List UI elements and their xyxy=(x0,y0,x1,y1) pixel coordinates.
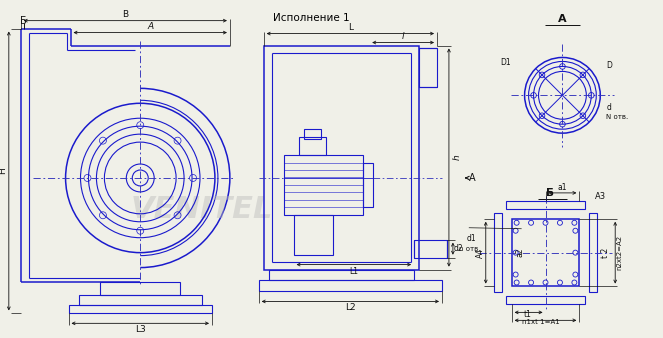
Text: A: A xyxy=(469,173,475,183)
Text: D: D xyxy=(606,61,612,70)
Bar xyxy=(78,295,202,306)
Text: Б: Б xyxy=(21,16,27,26)
Text: n отв.: n отв. xyxy=(459,246,481,252)
Bar xyxy=(294,215,333,255)
Bar xyxy=(298,137,326,155)
Text: L2: L2 xyxy=(345,303,355,312)
Bar xyxy=(284,155,363,215)
Bar xyxy=(506,296,585,305)
Bar xyxy=(512,219,579,287)
Text: L1: L1 xyxy=(349,267,358,276)
Bar xyxy=(68,306,212,313)
Text: n2xt2=A2: n2xt2=A2 xyxy=(616,235,622,270)
Text: n1xt 1=A1: n1xt 1=A1 xyxy=(522,319,560,325)
Text: N отв.: N отв. xyxy=(606,114,629,120)
Bar xyxy=(269,270,414,280)
Text: L: L xyxy=(348,23,353,32)
Text: Б: Б xyxy=(546,188,554,198)
Text: a1: a1 xyxy=(558,184,567,192)
Text: A4: A4 xyxy=(476,247,485,258)
Bar xyxy=(419,48,437,87)
Text: H: H xyxy=(0,168,7,174)
Text: t 2: t 2 xyxy=(601,247,610,258)
Bar xyxy=(363,163,373,207)
Bar xyxy=(100,282,180,295)
Text: L3: L3 xyxy=(135,325,146,334)
Bar xyxy=(259,280,442,291)
Text: l: l xyxy=(402,32,404,41)
Text: A: A xyxy=(558,14,567,24)
Text: d1: d1 xyxy=(467,234,477,243)
Bar xyxy=(264,46,419,270)
Bar xyxy=(414,240,447,258)
Text: A3: A3 xyxy=(595,192,606,201)
Text: t1: t1 xyxy=(524,310,532,319)
Text: B: B xyxy=(122,10,129,19)
Bar xyxy=(304,129,322,139)
Text: Исполнение 1: Исполнение 1 xyxy=(273,13,350,23)
Bar xyxy=(494,213,502,292)
Text: h: h xyxy=(452,155,461,161)
Text: D1: D1 xyxy=(500,58,511,67)
Text: A: A xyxy=(147,22,153,31)
Bar xyxy=(589,213,597,292)
Bar xyxy=(506,201,585,209)
Text: d2: d2 xyxy=(454,244,463,253)
Text: VENITEL: VENITEL xyxy=(131,195,273,224)
Text: a2: a2 xyxy=(515,248,524,258)
Text: d: d xyxy=(606,103,611,112)
